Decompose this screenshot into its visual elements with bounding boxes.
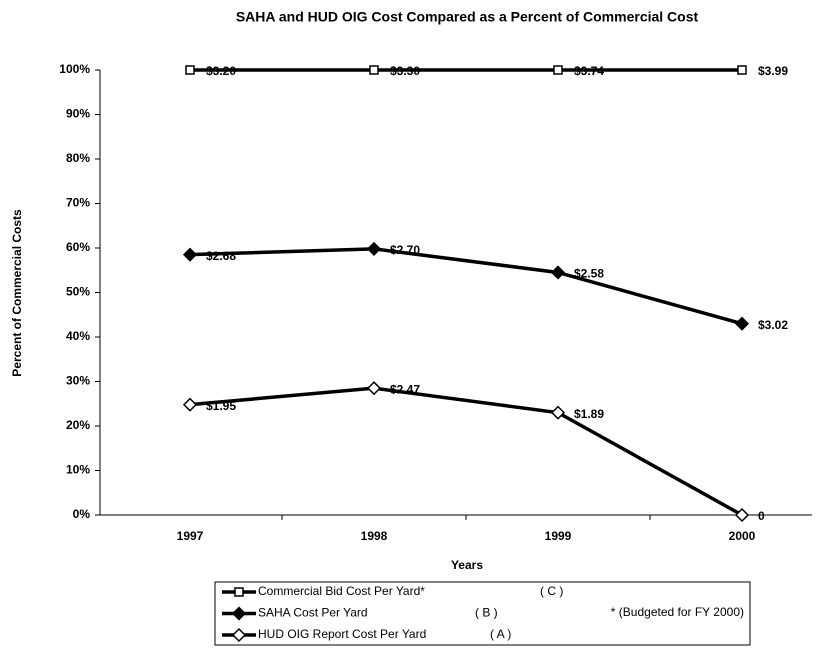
y-tick-label: 40%	[66, 329, 90, 343]
cost-label: $2.70	[390, 243, 420, 257]
legend-box	[214, 581, 751, 646]
cost-label: $3.30	[390, 64, 420, 78]
cost-label: $3.20	[206, 64, 236, 78]
legend-label: Commercial Bid Cost Per Yard*	[258, 584, 425, 598]
legend-code: ( B )	[475, 606, 498, 620]
marker	[550, 405, 566, 420]
y-axis-label: Percent of Commercial Costs	[10, 209, 24, 377]
cost-label: 0	[758, 509, 765, 523]
legend-note: * (Budgeted for FY 2000)	[611, 605, 744, 619]
marker	[734, 316, 750, 331]
cost-label: $1.89	[574, 407, 604, 421]
y-tick-label: 90%	[66, 107, 90, 121]
x-tick-label: 1999	[545, 529, 572, 543]
marker	[234, 587, 244, 597]
marker	[366, 241, 382, 256]
marker	[185, 65, 195, 75]
y-tick-label: 70%	[66, 196, 90, 210]
series-line	[189, 247, 743, 326]
marker	[553, 65, 563, 75]
legend-label: HUD OIG Report Cost Per Yard	[258, 627, 426, 641]
x-tick-label: 1998	[361, 529, 388, 543]
chart-title: SAHA and HUD OIG Cost Compared as a Perc…	[236, 9, 699, 25]
marker	[366, 381, 382, 396]
cost-label: $2.47	[390, 382, 420, 396]
y-tick-label: 0%	[73, 507, 91, 521]
legend-label: SAHA Cost Per Yard	[258, 606, 368, 620]
x-tick-label: 2000	[729, 529, 756, 543]
cost-label: $3.02	[758, 318, 788, 332]
y-tick-label: 100%	[59, 62, 90, 76]
legend-code: ( C )	[540, 584, 563, 598]
marker	[369, 65, 379, 75]
x-axis-label: Years	[451, 558, 483, 572]
cost-label: $2.68	[206, 249, 236, 263]
cost-label: $2.58	[574, 267, 604, 281]
y-tick-label: 20%	[66, 418, 90, 432]
marker	[182, 247, 198, 262]
y-tick-label: 30%	[66, 374, 90, 388]
y-tick-label: 80%	[66, 151, 90, 165]
marker	[182, 397, 198, 412]
legend-code: ( A )	[490, 627, 511, 641]
y-tick-label: 60%	[66, 240, 90, 254]
cost-label: $3.99	[758, 64, 788, 78]
marker	[734, 507, 750, 523]
y-tick-label: 10%	[66, 463, 90, 477]
marker	[231, 627, 247, 643]
y-tick-label: 50%	[66, 285, 90, 299]
marker	[550, 265, 566, 280]
x-tick-label: 1997	[177, 529, 204, 543]
marker	[231, 606, 247, 621]
series-line	[189, 386, 743, 517]
cost-label: $3.74	[574, 64, 604, 78]
cost-label: $1.95	[206, 399, 236, 413]
marker	[737, 65, 747, 75]
